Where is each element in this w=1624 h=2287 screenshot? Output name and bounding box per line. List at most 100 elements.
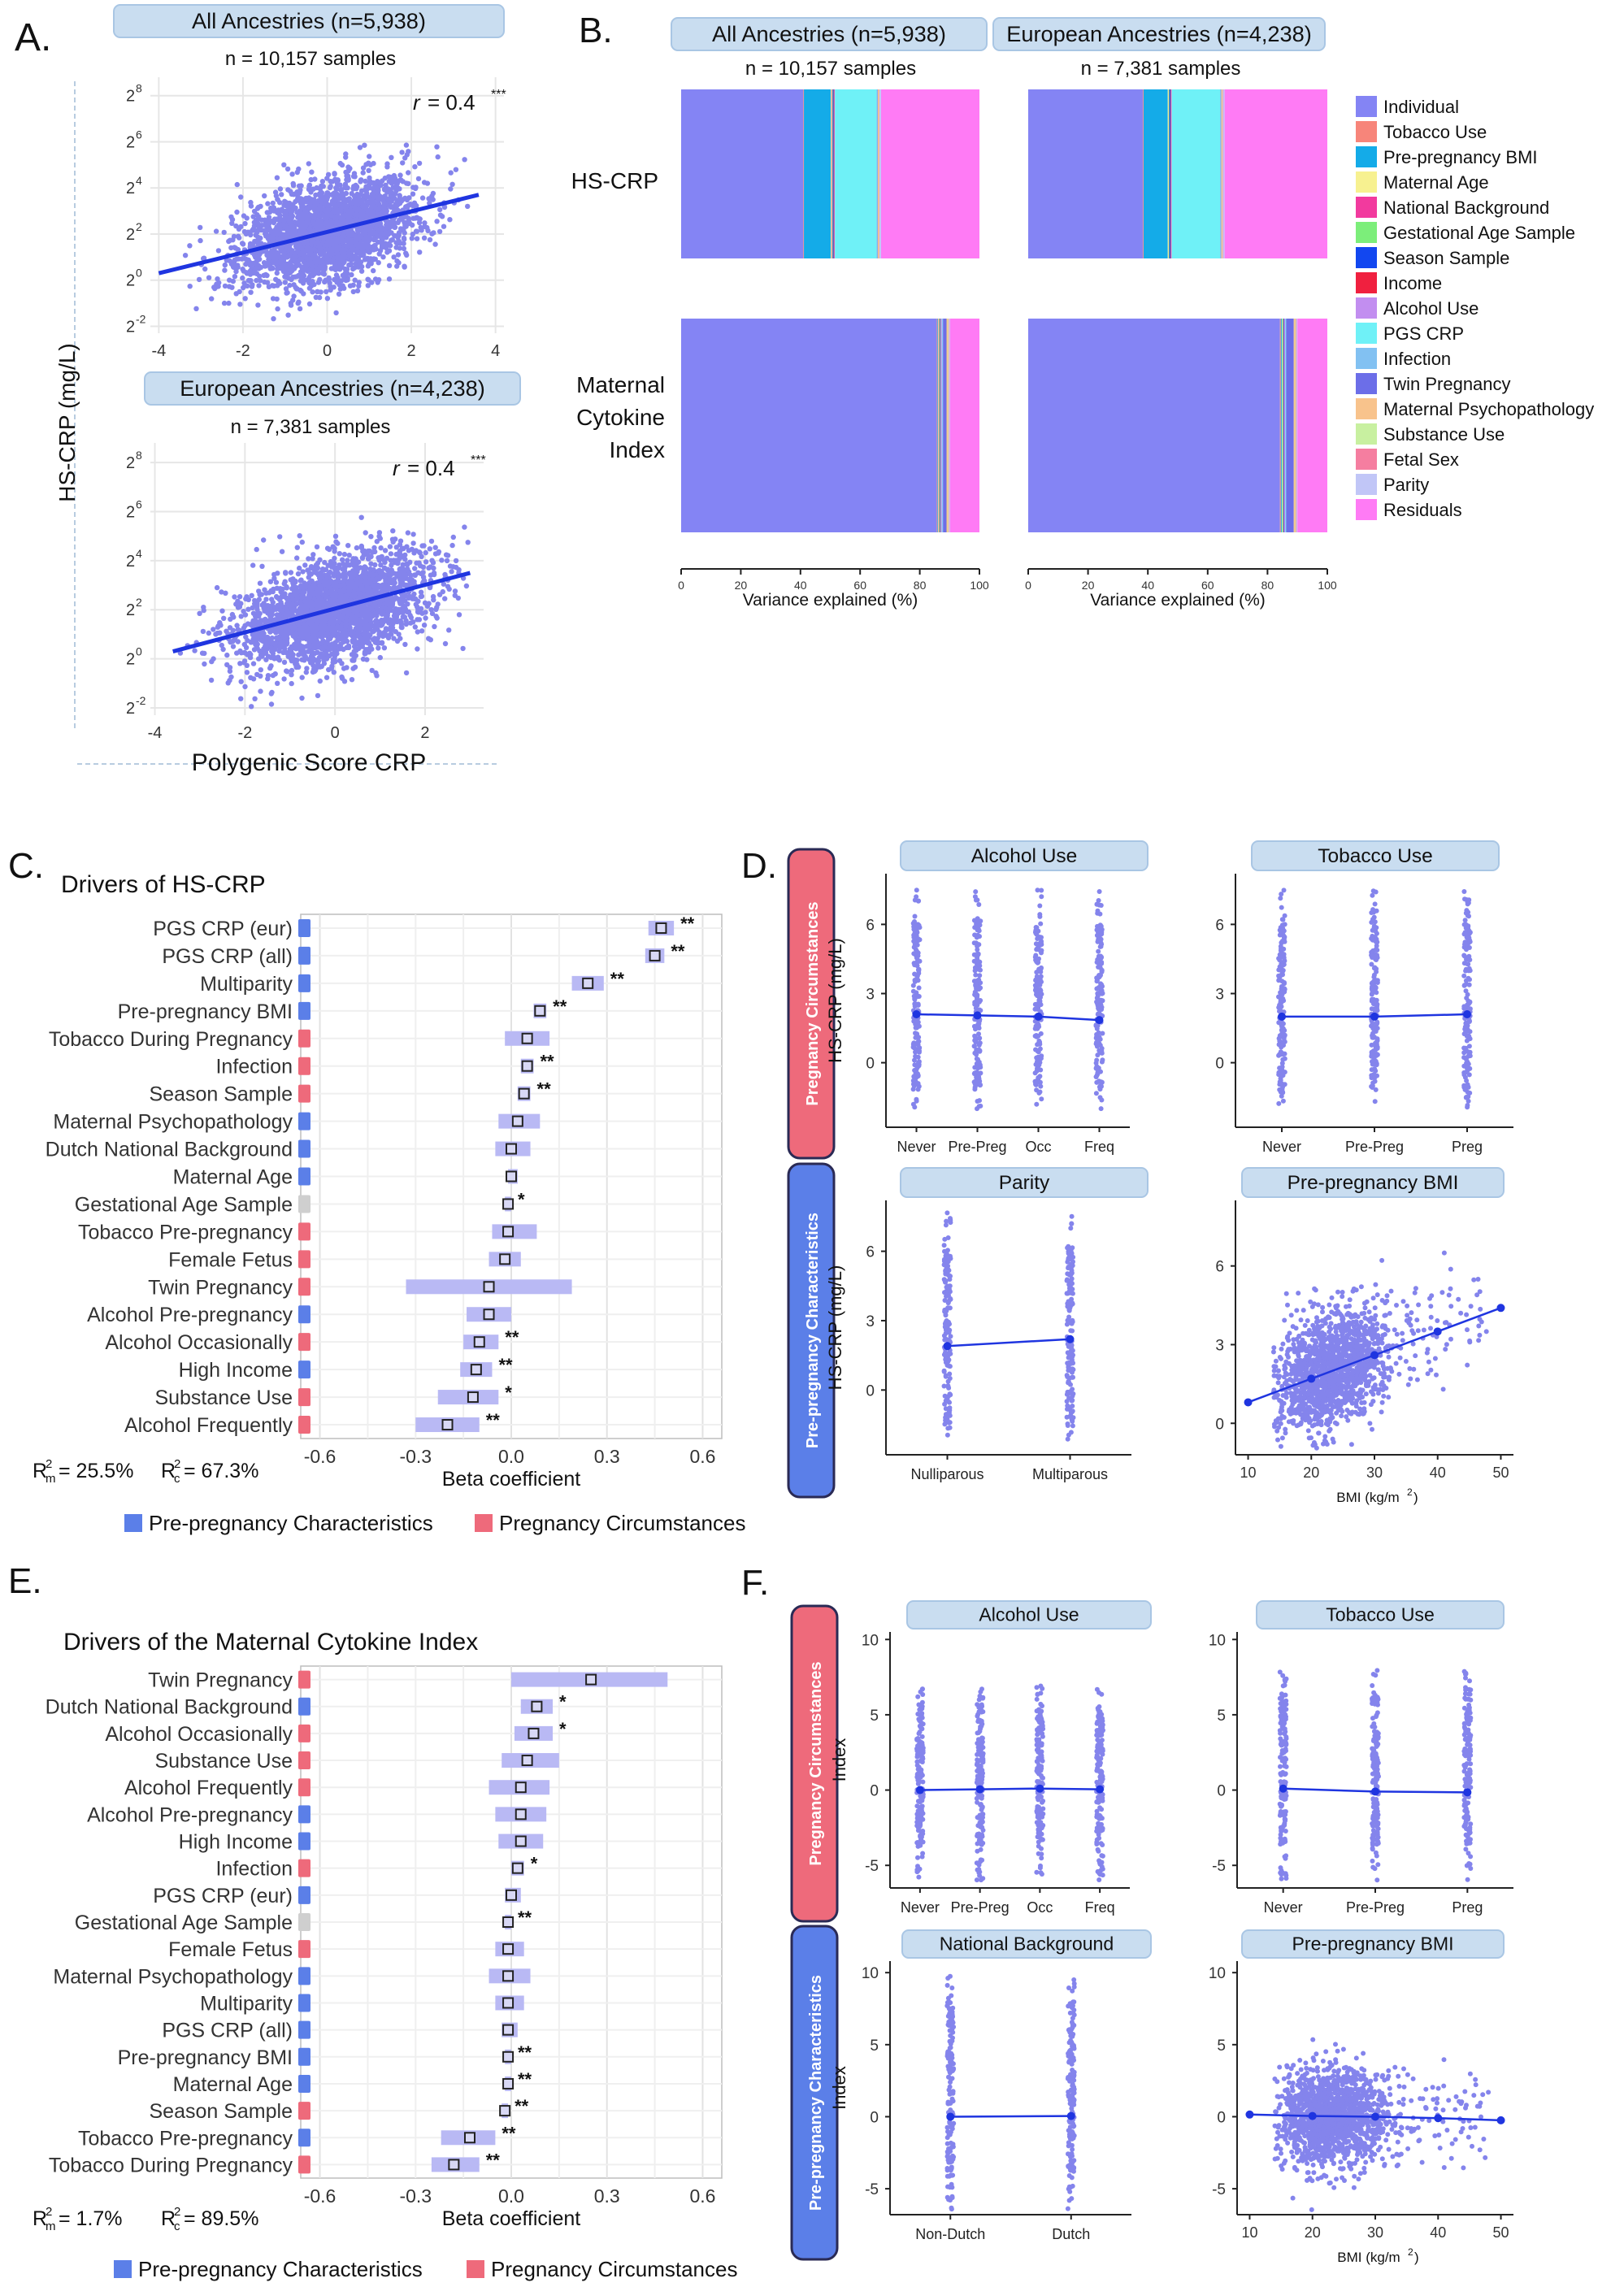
data-point <box>302 562 308 568</box>
data-point <box>371 572 376 578</box>
data-point <box>290 297 296 303</box>
data-point <box>279 549 285 554</box>
data-point <box>415 617 420 623</box>
data-point <box>351 171 358 176</box>
data-point <box>432 241 438 247</box>
data-point <box>407 595 414 601</box>
data-point <box>362 142 367 148</box>
data-point <box>347 283 354 289</box>
data-point <box>389 237 394 243</box>
data-point <box>376 533 382 540</box>
data-point <box>306 301 313 307</box>
data-point <box>254 277 259 284</box>
data-point <box>289 263 294 269</box>
data-point <box>342 565 348 571</box>
data-point <box>209 296 215 302</box>
data-point <box>234 181 240 188</box>
data-point <box>252 267 258 274</box>
data-point <box>284 668 289 674</box>
data-point <box>229 284 235 290</box>
data-point <box>303 670 309 675</box>
data-point <box>346 262 352 268</box>
data-point <box>322 197 328 203</box>
data-point <box>256 214 262 219</box>
data-point <box>315 692 321 699</box>
data-point <box>277 186 284 192</box>
data-point <box>434 219 440 224</box>
data-point <box>341 551 348 558</box>
y-tick-exponent: 4 <box>136 547 142 560</box>
data-point <box>390 539 396 545</box>
panel-label-b: B. <box>579 11 613 50</box>
data-point <box>333 272 340 278</box>
data-point <box>227 277 232 283</box>
data-point <box>314 266 320 271</box>
data-point <box>284 166 291 172</box>
data-point <box>341 203 346 209</box>
data-point <box>276 209 283 215</box>
data-point <box>300 202 306 208</box>
data-point <box>327 647 332 653</box>
data-point <box>415 598 421 604</box>
data-point <box>365 185 371 191</box>
data-point <box>243 231 249 237</box>
data-point <box>345 185 350 191</box>
data-point <box>293 260 299 266</box>
data-point <box>374 539 380 545</box>
panel-a-header-all-bg <box>113 4 505 38</box>
data-point <box>283 649 289 656</box>
data-point <box>235 263 241 268</box>
y-tick-exponent: -2 <box>136 312 146 325</box>
data-point <box>374 673 380 679</box>
data-point <box>332 214 338 219</box>
data-point <box>395 202 401 207</box>
data-point <box>281 659 288 666</box>
data-point <box>376 277 382 283</box>
data-point <box>289 171 295 177</box>
data-point <box>423 549 428 556</box>
data-point <box>211 627 216 632</box>
data-point <box>402 264 407 270</box>
y-tick-label: 2 <box>126 88 135 106</box>
data-point <box>411 579 417 584</box>
data-point <box>388 243 393 249</box>
data-point <box>402 237 407 242</box>
data-point <box>287 225 293 231</box>
data-point <box>405 530 411 536</box>
data-point <box>404 252 410 258</box>
data-point <box>384 189 390 195</box>
data-point <box>278 249 284 254</box>
data-point <box>336 291 342 297</box>
y-tick-label: 2 <box>126 504 135 522</box>
data-point <box>456 612 462 618</box>
data-point <box>402 556 408 562</box>
y-tick-label: 2 <box>126 601 135 619</box>
data-point <box>318 225 324 231</box>
data-point <box>413 228 419 234</box>
data-point <box>428 572 434 578</box>
data-point <box>274 175 280 180</box>
data-point <box>402 155 408 161</box>
data-point <box>351 562 357 569</box>
data-point <box>452 588 458 594</box>
y-tick-exponent: 8 <box>136 449 142 462</box>
data-point <box>443 552 449 558</box>
data-point <box>397 570 402 576</box>
data-point <box>202 661 207 667</box>
data-point <box>271 216 278 222</box>
data-point <box>242 220 248 227</box>
data-point <box>310 269 315 275</box>
data-point <box>297 257 303 263</box>
panel-label-c: C. <box>8 846 44 886</box>
data-point <box>232 594 237 600</box>
data-point <box>350 289 356 295</box>
data-point <box>419 195 426 201</box>
data-point <box>316 219 323 225</box>
data-point <box>389 204 394 210</box>
data-point <box>323 566 329 572</box>
x-tick-label: -2 <box>237 724 252 742</box>
data-point <box>266 253 272 258</box>
data-point <box>272 671 278 677</box>
data-point <box>301 227 306 232</box>
panel-a-header-eur: European Ancestries (n=4,238) <box>180 375 485 401</box>
